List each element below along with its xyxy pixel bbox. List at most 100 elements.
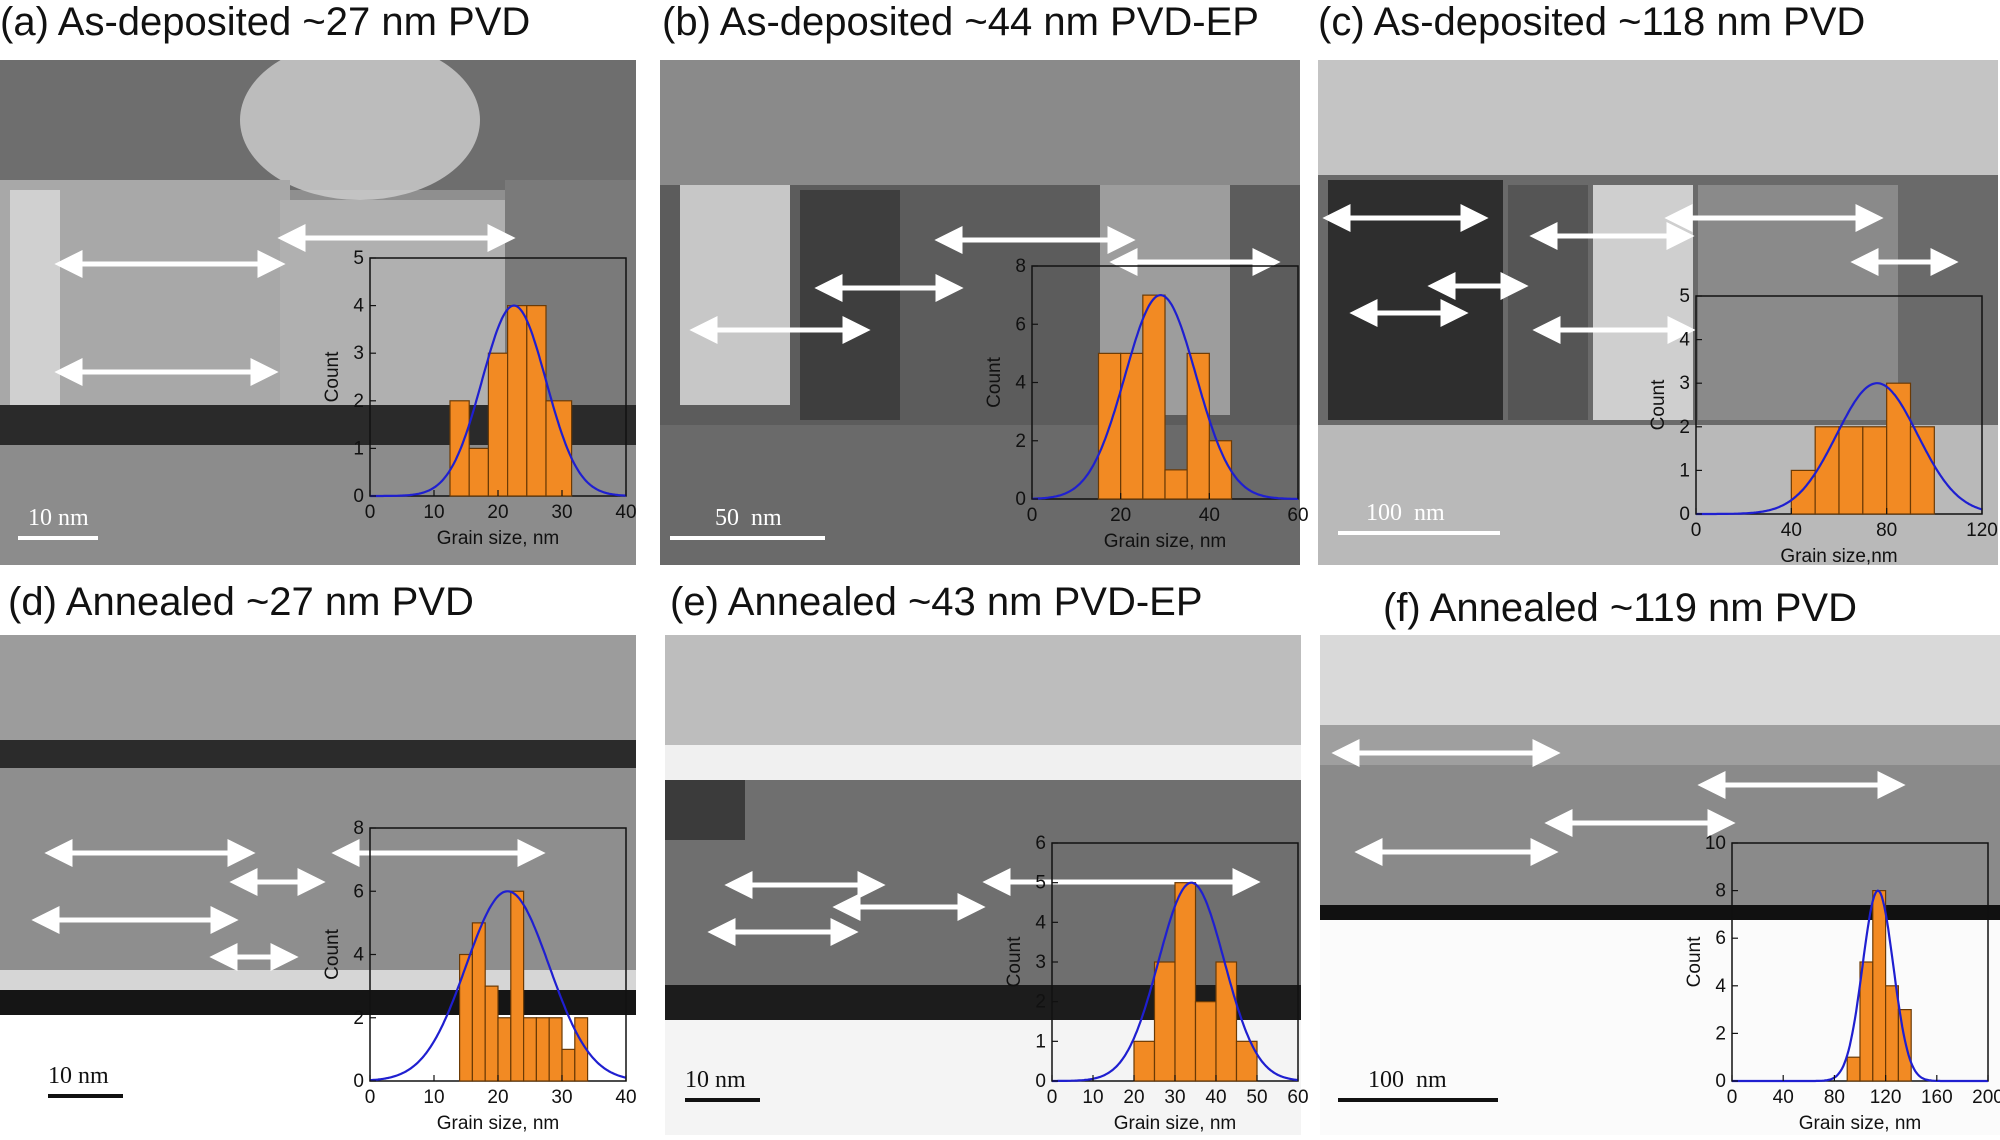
- y-tick-label: 1: [1035, 1031, 1046, 1052]
- y-tick-label: 4: [1679, 330, 1690, 351]
- x-tick-label: 40: [1773, 1087, 1794, 1108]
- y-tick-label: 1: [353, 438, 364, 459]
- histogram-bar: [1164, 469, 1188, 500]
- gaussian-fit-line: [1696, 382, 1983, 516]
- x-axis-label: Grain size, nm: [1799, 1113, 1921, 1134]
- x-tick-label: 30: [1164, 1087, 1185, 1108]
- grain-arrows: [1322, 203, 1959, 345]
- y-tick-label: 8: [1015, 256, 1026, 277]
- y-tick-label: 0: [353, 1071, 364, 1092]
- x-tick-label: 80: [1876, 520, 1897, 541]
- histogram-bar: [1186, 352, 1210, 500]
- x-tick-label: 0: [365, 1087, 376, 1108]
- y-tick-label: 0: [1035, 1071, 1046, 1092]
- y-tick-label: 8: [1715, 881, 1726, 902]
- y-tick-label: 4: [1035, 912, 1046, 933]
- histogram-bar: [1909, 426, 1935, 515]
- panel-c: (c) As-deposited ~118 nm PVD 1 00: [1318, 0, 2000, 570]
- histogram-bar: [1838, 426, 1864, 515]
- histogram: 0 10 20 30 40 50 60 0 1 2 3 4 5 6 Grain size, nm Count: [1004, 833, 1309, 1134]
- y-axis-label: Count: [1004, 936, 1025, 987]
- y-tick-label: 5: [1679, 286, 1690, 307]
- x-tick-label: 10: [1082, 1087, 1103, 1108]
- panel-title: (c) As-deposited ~118 nm PVD: [1318, 0, 1866, 44]
- x-tick-label: 60: [1287, 1087, 1308, 1108]
- histogram-bar: [484, 985, 499, 1082]
- x-axis-label: Grain size,nm: [1780, 546, 1897, 567]
- histogram-bar: [507, 304, 528, 497]
- scale-bar: 10 nm: [18, 505, 98, 540]
- grain-arrows: [707, 867, 1261, 947]
- x-tick-label: 20: [487, 1087, 508, 1108]
- y-tick-label: 4: [1715, 976, 1726, 997]
- histogram-bar: [535, 1017, 550, 1082]
- x-tick-label: 30: [551, 502, 572, 523]
- y-tick-label: 6: [353, 881, 364, 902]
- y-tick-label: 4: [353, 296, 364, 317]
- histogram-bar: [1846, 1056, 1861, 1082]
- histogram-inset: 0 10 20 30 40 0 1 2 3 4 5 Grain size, nm Count: [318, 248, 638, 550]
- y-tick-label: 8: [353, 818, 364, 839]
- grain-arrows: [54, 223, 516, 387]
- histogram-bar: [1194, 1001, 1217, 1082]
- x-axis-label: Grain size, nm: [1114, 1113, 1236, 1134]
- y-tick-label: 4: [1015, 373, 1026, 394]
- histogram-bar: [1174, 882, 1197, 1082]
- panel-b: (b) As-deposited ~44 nm PVD-EP 50 nm 0 20…: [660, 0, 1310, 570]
- histogram-bar: [1153, 961, 1176, 1082]
- micrograph: [660, 60, 1300, 565]
- scale-bar-label: 10 nm: [28, 505, 89, 531]
- grain-arrows: [1331, 738, 1906, 867]
- y-tick-label: 2: [1035, 992, 1046, 1013]
- histogram-inset: 0 10 20 30 40 0 2 4 6 8 Grain size, nm Count: [318, 818, 638, 1135]
- grain-arrows: [31, 838, 546, 972]
- histogram-bar: [1215, 961, 1238, 1082]
- gaussian-fit-line: [369, 890, 627, 1082]
- histogram-bar: [1235, 1040, 1258, 1082]
- histogram-bar: [561, 1048, 576, 1082]
- panel-title: (e) Annealed ~43 nm PVD-EP: [670, 580, 1203, 624]
- x-axis-label: Grain size, nm: [437, 1113, 559, 1134]
- histogram-bar: [1142, 294, 1166, 500]
- y-tick-label: 0: [1715, 1071, 1726, 1092]
- y-axis-label: Count: [984, 356, 1005, 407]
- y-axis-label: Count: [322, 351, 343, 402]
- y-tick-label: 6: [1035, 833, 1046, 854]
- histogram-bar: [1859, 961, 1874, 1082]
- y-tick-label: 2: [353, 1008, 364, 1029]
- histogram-bar: [510, 890, 525, 1082]
- histogram-bar: [548, 1017, 563, 1082]
- x-tick-label: 80: [1824, 1087, 1845, 1108]
- x-axis-label: Grain size, nm: [1104, 531, 1226, 552]
- histogram-bar: [471, 922, 486, 1082]
- panel-title: (a) As-deposited ~27 nm PVD: [0, 0, 531, 44]
- histogram-inset: 0 10 20 30 40 50 60 0 1 2 3 4 5 6 Grain size, nm Count: [1000, 833, 1310, 1135]
- y-tick-label: 6: [1015, 314, 1026, 335]
- y-axis-label: Count: [1648, 379, 1669, 430]
- y-tick-label: 1: [1679, 460, 1690, 481]
- y-tick-label: 2: [353, 391, 364, 412]
- x-tick-label: 40: [615, 1087, 636, 1108]
- histogram: 0 40 80 120 0 1 2 3 4 5 Grain size,nm Count: [1648, 286, 1998, 567]
- histogram-bar: [459, 953, 474, 1082]
- x-tick-label: 20: [1123, 1087, 1144, 1108]
- scale-bar: 10 nm: [48, 1063, 123, 1098]
- histogram: 0 40 80 120 160 200 0 2 4 6 8 10 Grain size, nm Count: [1684, 833, 2000, 1134]
- tem-image: 50 nm: [660, 60, 1300, 565]
- tem-image: 100 nm: [1318, 60, 1998, 565]
- y-axis-label: Count: [1684, 936, 1705, 987]
- scale-bar: 10 nm: [685, 1067, 760, 1102]
- x-tick-label: 10: [423, 1087, 444, 1108]
- histogram: 0 10 20 30 40 0 2 4 6 8 Grain size, nm Count: [322, 818, 637, 1134]
- gaussian-fit-line: [370, 304, 627, 498]
- histogram-bar: [487, 352, 509, 497]
- tem-image: 10 nm: [0, 60, 636, 565]
- histogram: 0 20 40 60 0 2 4 6 8 Grain size, nm Count: [984, 256, 1309, 552]
- panel-a: (a) As-deposited ~27 nm PVD 10 nm 0 10 20 3: [0, 0, 640, 570]
- x-tick-label: 200: [1972, 1087, 2000, 1108]
- histogram-bar: [523, 1017, 538, 1082]
- x-tick-label: 20: [487, 502, 508, 523]
- y-tick-label: 5: [1035, 873, 1046, 894]
- y-tick-label: 0: [1679, 504, 1690, 525]
- histogram-bar: [1862, 426, 1888, 515]
